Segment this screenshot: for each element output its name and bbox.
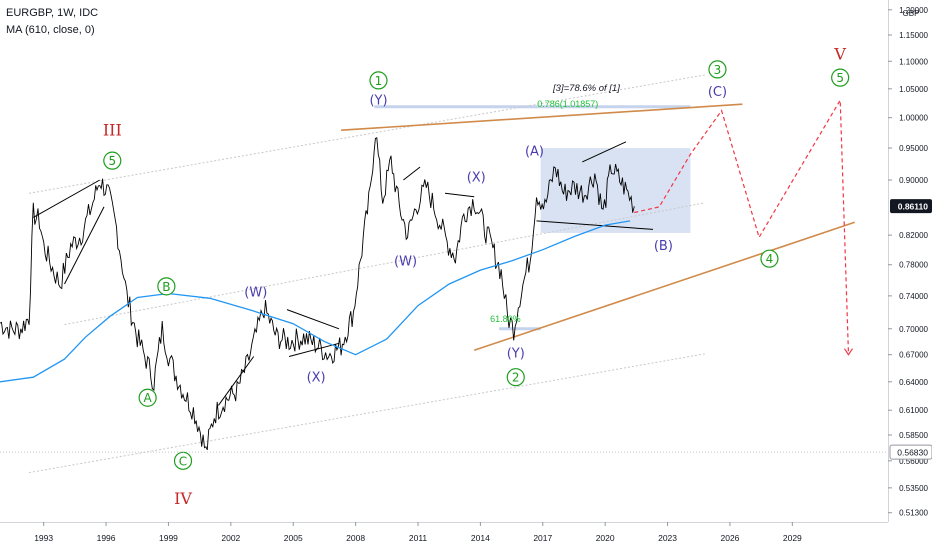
wave-circle-marker — [760, 249, 779, 268]
wave-label: 5 — [108, 154, 116, 168]
wave-circle-marker — [369, 71, 388, 90]
y-tick-label: 1.10000 — [899, 57, 928, 66]
y-tick-label: 1.05000 — [899, 85, 928, 94]
y-tick-label: 0.90000 — [899, 176, 928, 185]
wave-label: 4 — [766, 252, 774, 266]
currency-label: GBP — [903, 9, 920, 18]
symbol-header: EURGBP, 1W, IDC — [6, 7, 99, 19]
wave-label: (X) — [307, 371, 326, 386]
y-tick-label: 0.58500 — [899, 431, 928, 440]
y-tick-label: 0.95000 — [899, 144, 928, 153]
x-tick-label: 2017 — [533, 533, 552, 543]
x-tick-label: 2026 — [720, 533, 739, 543]
y-tick-label: 0.82000 — [899, 231, 928, 240]
wave-label: III — [103, 121, 122, 140]
y-tick-label: 0.61000 — [899, 406, 928, 415]
wave-label: B — [162, 280, 170, 294]
x-tick-label: 2020 — [596, 533, 615, 543]
annotation-label: [3]=78.6% of [1] — [552, 83, 620, 94]
annotation-label: 61.80% — [490, 314, 521, 324]
y-tick-label: 0.51300 — [899, 509, 928, 518]
minor-line — [217, 356, 255, 406]
wave-circle-marker — [103, 151, 122, 170]
minor-line — [288, 342, 340, 357]
y-tick-label: 1.20000 — [899, 6, 928, 15]
indicator-header: MA (610, close, 0) — [6, 24, 95, 36]
wave-circle-marker — [138, 388, 157, 407]
trend-line — [341, 103, 743, 131]
marker-price-tag — [889, 444, 932, 460]
minor-line — [33, 179, 101, 218]
wave-label: (Y) — [369, 94, 387, 109]
ma-line — [0, 220, 631, 383]
x-tick-label: 2023 — [658, 533, 677, 543]
y-tick-label: 1.15000 — [899, 31, 928, 40]
channel-line — [64, 202, 706, 326]
x-tick-label: 1999 — [159, 533, 178, 543]
wave-circle-marker — [157, 277, 176, 296]
wave-label: V — [833, 44, 846, 63]
x-tick-label: 2005 — [284, 533, 303, 543]
wave-label: 1 — [375, 74, 383, 88]
wave-label: 5 — [836, 71, 844, 85]
wave-label: (W) — [244, 285, 267, 300]
trend-line — [473, 221, 855, 352]
wave-label: 2 — [512, 371, 520, 385]
x-tick-label: 1993 — [34, 533, 53, 543]
wave-label: (A) — [525, 145, 544, 160]
projection-line — [634, 98, 850, 355]
x-tick-label: 2029 — [783, 533, 802, 543]
minor-line — [582, 141, 627, 163]
y-tick-label: 0.67000 — [899, 351, 928, 360]
y-tick-label: 0.78000 — [899, 261, 928, 270]
x-axis-panel — [0, 522, 932, 550]
wave-circle-marker — [506, 368, 525, 387]
x-tick-label: 2002 — [221, 533, 240, 543]
y-axis-panel — [888, 0, 932, 550]
annotation-label: 0.786(1.01857) — [537, 99, 598, 109]
wave-label: (W) — [394, 254, 417, 269]
minor-line — [286, 309, 340, 330]
y-tick-label: 1.00000 — [899, 114, 928, 123]
minor-line — [536, 220, 654, 230]
marker-price-label: 0.56830 — [897, 448, 928, 458]
y-tick-label: 0.70000 — [899, 325, 928, 334]
x-tick-label: 2008 — [346, 533, 365, 543]
minor-line — [403, 166, 421, 181]
minor-line — [444, 192, 475, 198]
wave-label: C — [179, 454, 187, 468]
wave-label: 3 — [714, 63, 722, 77]
wave-label: (Y) — [507, 346, 525, 361]
y-tick-label: 0.64000 — [899, 378, 928, 387]
x-tick-label: 1996 — [97, 533, 116, 543]
wave-label: (X) — [467, 170, 486, 185]
last-price-label: 0.86110 — [898, 202, 929, 212]
x-tick-label: 2014 — [471, 533, 490, 543]
last-price-tag — [890, 199, 932, 214]
wave-circle-marker — [708, 60, 727, 79]
projection-arrow-head — [843, 348, 853, 356]
wave-label: (C) — [708, 85, 727, 100]
wave-label: IV — [174, 489, 192, 508]
wave-label: A — [144, 391, 153, 405]
wave-label: (B) — [654, 239, 673, 254]
channel-line — [29, 353, 706, 474]
x-tick-label: 2011 — [409, 533, 428, 543]
price-line — [0, 137, 635, 451]
y-tick-label: 0.56000 — [899, 457, 928, 466]
minor-line — [64, 206, 105, 285]
y-tick-label: 0.74000 — [899, 292, 928, 301]
y-tick-label: 0.53500 — [899, 484, 928, 493]
wave-circle-marker — [831, 68, 850, 87]
